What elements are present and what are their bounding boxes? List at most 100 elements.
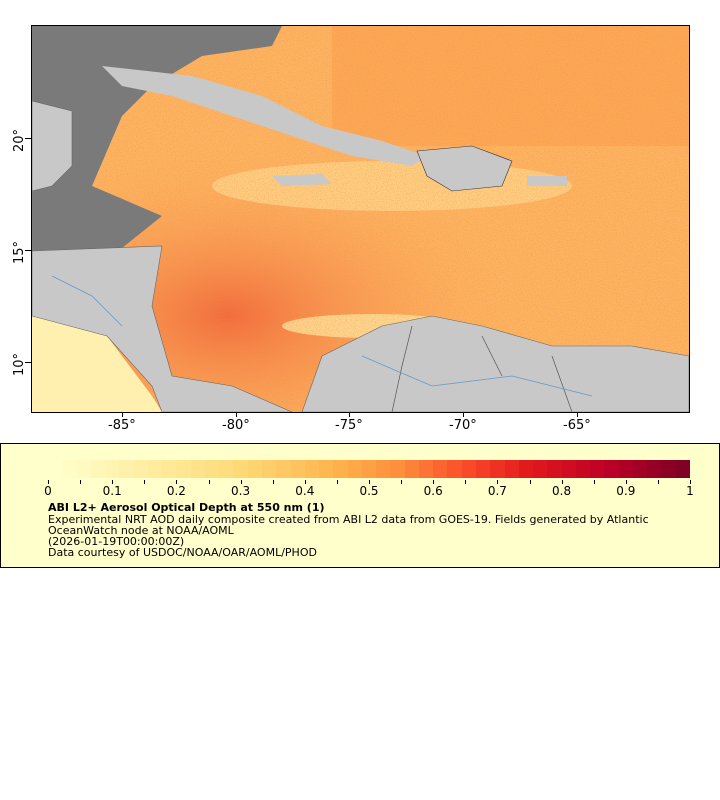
colorbar-tick [272, 480, 274, 484]
lon-tick-label: -80° [222, 418, 250, 433]
colorbar-swatch [518, 460, 534, 478]
colorbar-tick [336, 480, 338, 484]
colorbar [48, 460, 690, 478]
jamaica [272, 174, 332, 186]
lon-tick-label: -75° [335, 418, 363, 433]
legend-time: (2026-01-19T00:00:00Z) [48, 535, 185, 548]
colorbar-swatch [333, 460, 348, 478]
no-data-region [32, 26, 282, 256]
lon-tick-label: -85° [108, 418, 136, 433]
colorbar-swatch [418, 460, 434, 478]
colorbar-swatch [575, 460, 591, 478]
colorbar-label: 0.7 [487, 484, 507, 498]
colorbar-swatch [204, 460, 220, 478]
colorbar-swatch [133, 460, 148, 478]
colorbar-swatch [661, 460, 676, 478]
colorbar-label: 0.2 [166, 484, 186, 498]
colorbar-swatch [62, 460, 77, 478]
colorbar-label: 0.8 [552, 484, 572, 498]
colorbar-swatch [119, 460, 134, 478]
colorbar-tick [625, 480, 627, 484]
pacific-low-aod [32, 316, 162, 412]
colorbar-swatch [290, 460, 305, 478]
lon-tick [463, 412, 464, 417]
lat-tick-label: 15° [12, 240, 27, 264]
colorbar-swatch [48, 460, 63, 478]
colorbar-swatch [147, 460, 163, 478]
lat-tick [25, 250, 31, 251]
colorbar-swatch [533, 460, 548, 478]
colorbar-swatch [319, 460, 334, 478]
cuba [102, 66, 427, 166]
colorbar-swatch [647, 460, 662, 478]
colorbar-swatch [247, 460, 262, 478]
colorbar-tick [304, 480, 306, 484]
colorbar-label: 0.4 [295, 484, 315, 498]
colorbar-swatch [490, 460, 505, 478]
colorbar-tick [433, 480, 435, 484]
legend-credit: Data courtesy of USDOC/NOAA/OAR/AOML/PHO… [48, 546, 317, 559]
colorbar-label: 0.6 [423, 484, 443, 498]
colorbar-tick [529, 480, 531, 484]
colorbar-swatch [361, 460, 377, 478]
colorbar-swatch [390, 460, 405, 478]
lon-tick [122, 412, 123, 417]
colorbar-swatch [547, 460, 562, 478]
colorbar-swatch [347, 460, 362, 478]
legend-description-cont: OceanWatch node at NOAA/AOML [48, 524, 234, 537]
colorbar-swatch [618, 460, 633, 478]
lon-tick [236, 412, 237, 417]
colorbar-swatch [475, 460, 491, 478]
legend-title: ABI L2+ Aerosol Optical Depth at 550 nm … [48, 501, 325, 514]
colorbar-swatch [176, 460, 191, 478]
colorbar-tick [112, 480, 114, 484]
puerto-rico [527, 176, 567, 186]
colorbar-swatch [304, 460, 320, 478]
colorbar-swatch [504, 460, 519, 478]
colorbar-tick [497, 480, 499, 484]
colorbar-swatch [632, 460, 648, 478]
colorbar-tick [690, 480, 691, 484]
colorbar-swatch [447, 460, 462, 478]
colorbar-swatch [162, 460, 177, 478]
lat-tick-label: 20° [12, 128, 27, 152]
colorbar-tick [465, 480, 467, 484]
colorbar-label: 0.3 [231, 484, 251, 498]
lon-tick-label: -70° [449, 418, 477, 433]
colorbar-swatch [261, 460, 277, 478]
colorbar-swatch [561, 460, 576, 478]
colorbar-swatch [590, 460, 605, 478]
colorbar-label: 0 [44, 484, 52, 498]
colorbar-swatch [233, 460, 248, 478]
legend-panel: 0 0.1 0.2 0.3 0.4 0.5 0.6 0.7 0.8 0.9 1 ABI L2+ Ae… [0, 443, 720, 568]
colorbar-label: 1 [686, 484, 694, 498]
hispaniola [416, 145, 513, 192]
colorbar-swatch [90, 460, 106, 478]
colorbar-swatch [76, 460, 91, 478]
colorbar-swatch [219, 460, 234, 478]
lon-tick [577, 412, 578, 417]
colorbar-tick [401, 480, 403, 484]
colorbar-tick [144, 480, 146, 484]
colorbar-swatch [105, 460, 120, 478]
lon-tick [349, 412, 350, 417]
map-image [31, 26, 690, 413]
colorbar-tick [593, 480, 595, 484]
colorbar-swatch [461, 460, 476, 478]
lat-tick-label: 10° [12, 352, 27, 376]
colorbar-tick [369, 480, 370, 484]
aod-map [31, 25, 690, 413]
colorbar-tick [240, 480, 242, 484]
colorbar-swatch [376, 460, 391, 478]
colorbar-label: 0.1 [102, 484, 122, 498]
colorbar-tick [208, 480, 210, 484]
colorbar-swatch [675, 460, 690, 478]
colorbar-label: 0.5 [359, 484, 379, 498]
legend-description: Experimental NRT AOD daily composite cre… [48, 513, 649, 526]
colorbar-tick [657, 480, 659, 484]
colorbar-tick [48, 480, 49, 484]
colorbar-tick [561, 480, 563, 484]
colorbar-tick [80, 480, 82, 484]
lat-tick [25, 138, 31, 139]
colorbar-swatch [433, 460, 448, 478]
